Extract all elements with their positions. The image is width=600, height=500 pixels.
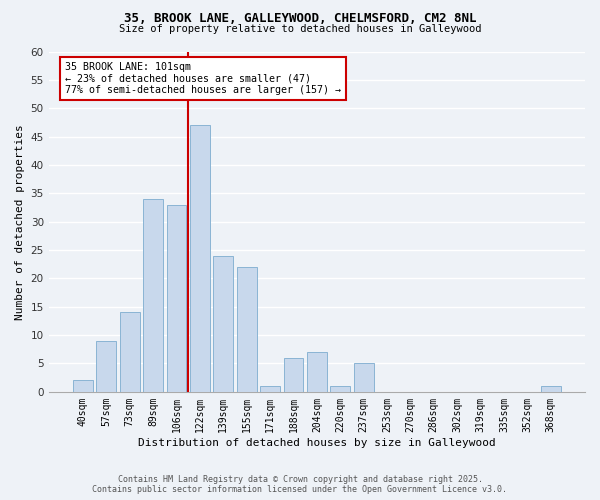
X-axis label: Distribution of detached houses by size in Galleywood: Distribution of detached houses by size … <box>138 438 496 448</box>
Bar <box>120 312 140 392</box>
Bar <box>284 358 304 392</box>
Bar <box>541 386 560 392</box>
Bar <box>167 204 187 392</box>
Text: Contains HM Land Registry data © Crown copyright and database right 2025.
Contai: Contains HM Land Registry data © Crown c… <box>92 474 508 494</box>
Bar <box>260 386 280 392</box>
Bar <box>307 352 327 392</box>
Bar <box>143 199 163 392</box>
Y-axis label: Number of detached properties: Number of detached properties <box>15 124 25 320</box>
Bar <box>190 125 210 392</box>
Bar <box>214 256 233 392</box>
Bar <box>353 364 374 392</box>
Bar <box>97 341 116 392</box>
Text: Size of property relative to detached houses in Galleywood: Size of property relative to detached ho… <box>119 24 481 34</box>
Text: 35, BROOK LANE, GALLEYWOOD, CHELMSFORD, CM2 8NL: 35, BROOK LANE, GALLEYWOOD, CHELMSFORD, … <box>124 12 476 26</box>
Bar <box>330 386 350 392</box>
Bar <box>73 380 93 392</box>
Bar <box>237 267 257 392</box>
Text: 35 BROOK LANE: 101sqm
← 23% of detached houses are smaller (47)
77% of semi-deta: 35 BROOK LANE: 101sqm ← 23% of detached … <box>65 62 341 95</box>
